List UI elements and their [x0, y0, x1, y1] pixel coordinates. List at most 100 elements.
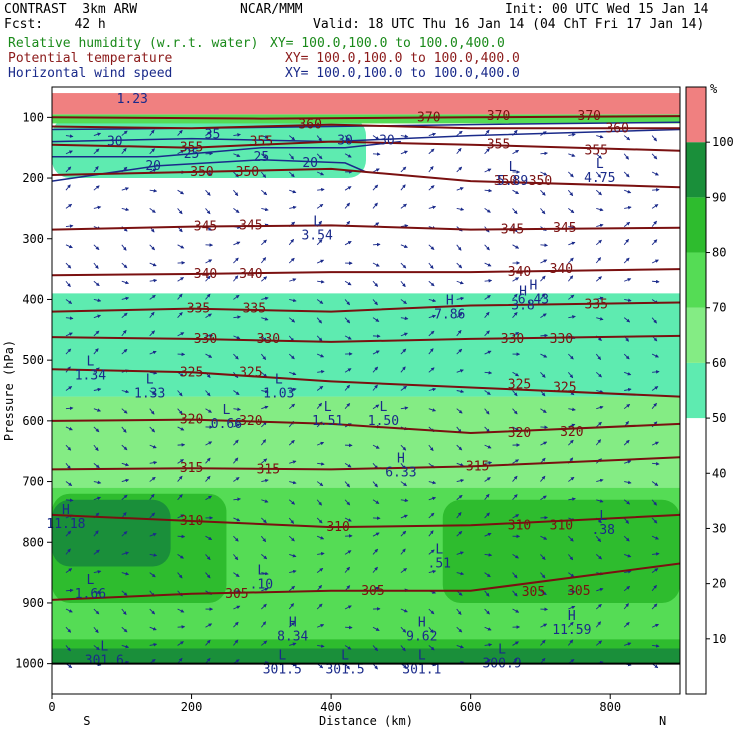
wind-vector	[316, 171, 325, 176]
wind-vector	[428, 280, 435, 287]
wind-vector	[512, 459, 520, 464]
extremum-value: .51	[428, 556, 451, 571]
extremum-value: 1.51	[312, 414, 343, 429]
wind-label: 25	[254, 150, 270, 165]
wind-vector	[93, 570, 102, 574]
wind-vector	[540, 590, 547, 595]
wind-vector	[233, 353, 239, 360]
theta-label: 355	[180, 141, 203, 156]
extremum-value: 1.03	[263, 386, 294, 401]
extremum-value: 8.34	[277, 629, 308, 644]
wind-vector	[177, 189, 185, 195]
wind-vector	[568, 294, 575, 300]
extremum-value: 9.62	[406, 629, 437, 644]
wind-vector	[484, 572, 491, 578]
wind-vector	[65, 588, 74, 593]
wind-vector	[400, 348, 407, 355]
wind-vector	[623, 439, 630, 446]
wind-vector	[121, 348, 128, 355]
theta-label: 305	[567, 584, 590, 599]
wind-vector	[316, 499, 322, 506]
wind-vector	[288, 622, 295, 628]
wind-vector	[400, 481, 407, 487]
wind-vector	[400, 316, 409, 321]
wind-vector	[512, 608, 520, 613]
wind-vector	[205, 535, 213, 540]
wind-vector	[540, 259, 548, 264]
wind-vector	[177, 625, 186, 629]
wind-vector	[651, 517, 658, 524]
extremum-value: 5.89	[497, 174, 528, 189]
wind-vector	[233, 589, 241, 594]
wind-vector	[540, 623, 548, 628]
wind-vector	[93, 496, 102, 501]
wind-vector	[651, 220, 657, 227]
wind-vector	[456, 512, 462, 519]
wind-vector	[149, 408, 155, 415]
wind-vector	[624, 480, 632, 485]
colorbar-tick-label: 10	[712, 632, 726, 646]
wind-vector	[149, 168, 157, 173]
wind-vector	[121, 187, 129, 191]
wind-vector	[261, 499, 269, 503]
wind-vector	[428, 387, 437, 392]
wind-vector	[596, 296, 604, 301]
wind-vector	[568, 133, 576, 137]
wind-vector	[316, 259, 325, 264]
wind-vector	[205, 475, 211, 482]
wind-vector	[568, 372, 574, 379]
wind-vector	[428, 549, 435, 555]
wind-vector	[456, 296, 465, 301]
wind-vector	[456, 187, 464, 191]
wind-vector	[316, 299, 324, 304]
y-tick-label: 500	[22, 353, 44, 367]
wind-vector	[624, 298, 632, 302]
wind-vector	[624, 553, 632, 558]
extremum-value: 11.18	[46, 517, 85, 532]
wind-vector	[428, 608, 435, 615]
wind-label: 30	[337, 133, 353, 148]
wind-vector	[624, 570, 632, 574]
wind-vector	[93, 462, 100, 469]
wind-vector	[652, 552, 660, 556]
wind-vector	[540, 475, 546, 482]
theta-contour	[52, 368, 680, 398]
wind-vector	[316, 353, 325, 358]
extremum-value: 1.66	[75, 587, 106, 602]
wind-vector	[400, 444, 407, 451]
wind-vector	[121, 478, 130, 483]
wind-vector	[400, 166, 407, 173]
wind-vector	[484, 608, 490, 615]
wind-vector	[261, 405, 269, 410]
wind-vector	[93, 426, 100, 433]
wind-vector	[651, 481, 659, 486]
wind-vector	[568, 171, 574, 178]
wind-vector	[344, 153, 352, 158]
wind-vector	[428, 408, 437, 412]
wind-vector	[205, 457, 211, 464]
theta-contour	[52, 167, 680, 189]
wind-vector	[400, 548, 406, 555]
wind-vector	[568, 153, 576, 157]
theta-label: 320	[508, 426, 531, 441]
wind-vector	[65, 530, 72, 537]
wind-vector	[233, 390, 240, 395]
colorbar-frame	[685, 86, 707, 695]
wind-vector	[316, 317, 322, 324]
wind-vector	[316, 135, 322, 142]
extremum-type: L	[599, 509, 607, 524]
wind-vector	[400, 366, 406, 373]
wind-vector	[288, 171, 295, 178]
extremum-value: 7.86	[434, 308, 465, 323]
wind-vector	[400, 299, 407, 305]
wind-vector	[121, 312, 128, 319]
wind-vector	[288, 535, 295, 542]
wind-vector	[651, 171, 659, 176]
field-rh-name: Relative humidity (w.r.t. water)	[8, 36, 259, 51]
wind-vector	[316, 239, 323, 246]
wind-vector	[372, 299, 378, 306]
theta-label: 330	[550, 332, 573, 347]
wind-vector	[456, 551, 464, 555]
wind-vector	[121, 147, 127, 155]
wind-vector	[205, 259, 213, 264]
